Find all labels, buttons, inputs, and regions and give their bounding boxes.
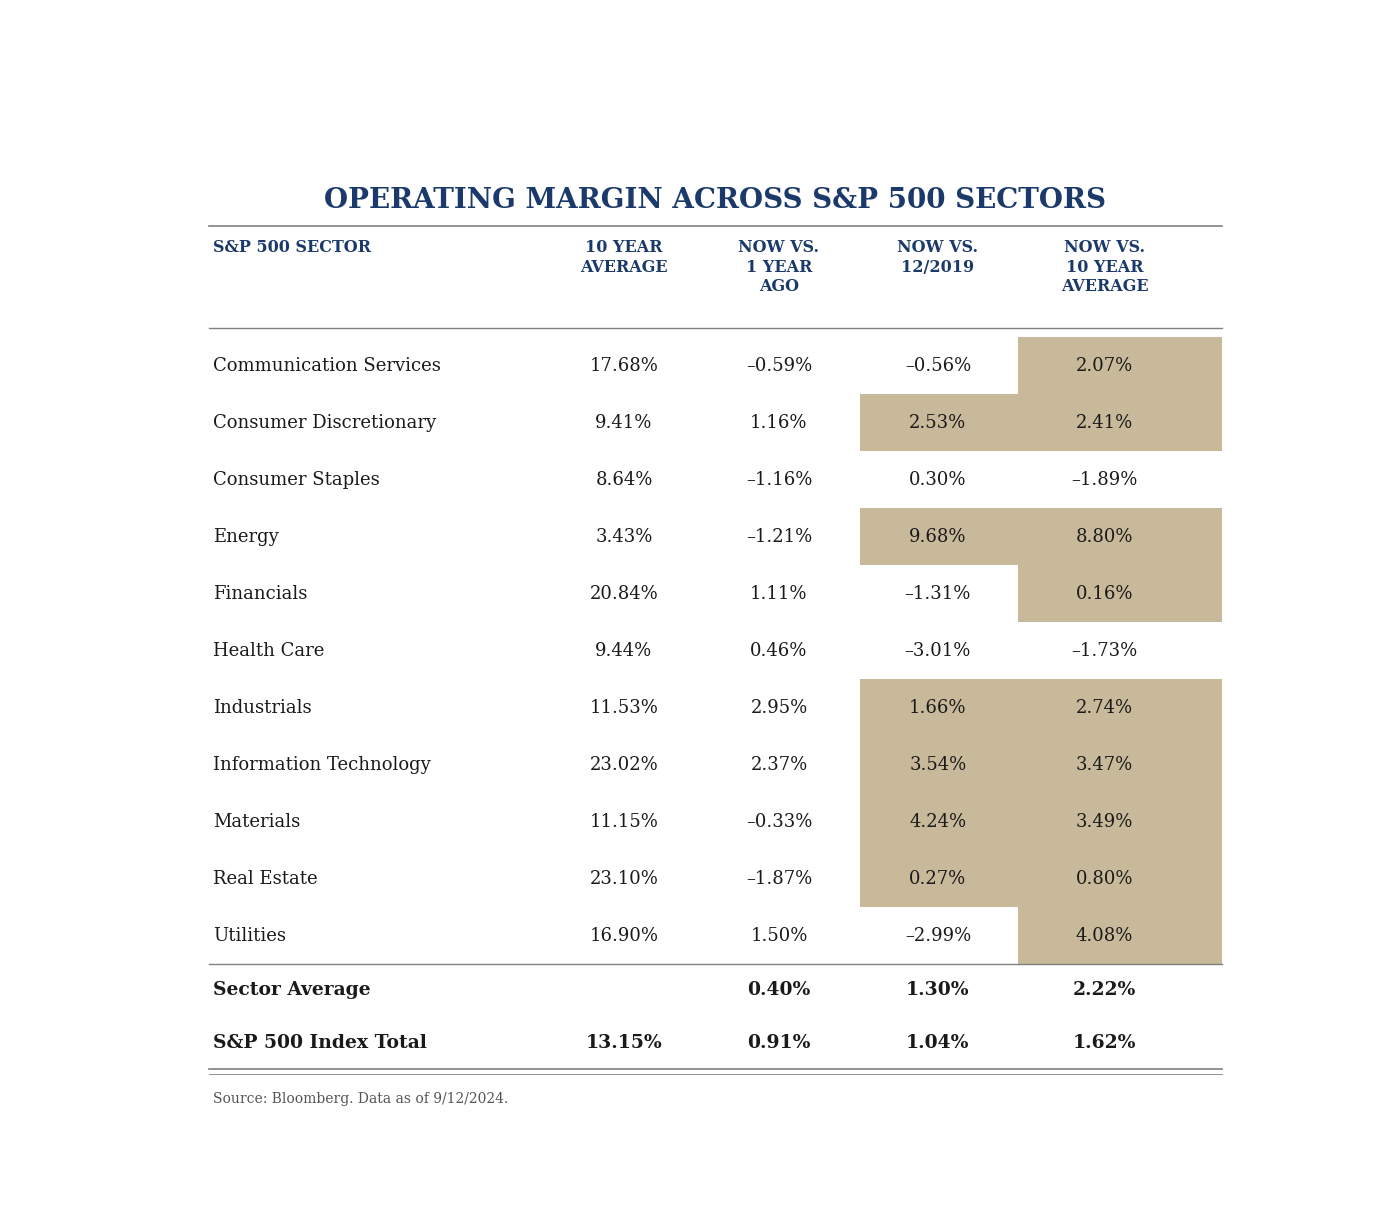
Text: Consumer Staples: Consumer Staples [214,471,380,489]
Text: 3.49%: 3.49% [1076,813,1134,831]
Text: 3.43%: 3.43% [595,528,653,546]
Text: Materials: Materials [214,813,300,831]
Text: 23.10%: 23.10% [589,870,659,888]
Text: Sector Average: Sector Average [214,981,371,999]
Text: –0.56%: –0.56% [905,356,972,374]
Text: –1.31%: –1.31% [905,585,972,603]
Text: 0.91%: 0.91% [747,1034,811,1052]
Text: NOW VS.
12/2019: NOW VS. 12/2019 [898,239,979,275]
Text: 10 YEAR
AVERAGE: 10 YEAR AVERAGE [581,239,667,275]
Text: 20.84%: 20.84% [589,585,659,603]
Text: 1.16%: 1.16% [750,414,808,432]
Text: 3.54%: 3.54% [909,756,966,774]
Bar [860,794,1018,850]
Text: 0.80%: 0.80% [1076,870,1134,888]
Text: Energy: Energy [214,528,279,546]
Text: –0.59%: –0.59% [745,356,812,374]
Text: 2.95%: 2.95% [751,699,808,716]
Text: Communication Services: Communication Services [214,356,441,374]
Text: 0.40%: 0.40% [747,981,811,999]
Text: 23.02%: 23.02% [589,756,659,774]
Bar [1018,907,1222,964]
Bar [860,679,1018,737]
Text: 1.62%: 1.62% [1072,1034,1136,1052]
Text: –0.33%: –0.33% [745,813,812,831]
Bar [1018,395,1222,452]
Bar [1018,337,1222,395]
Bar [1018,565,1222,622]
Text: 9.44%: 9.44% [595,641,652,660]
Text: Consumer Discretionary: Consumer Discretionary [214,414,437,432]
Text: 9.41%: 9.41% [595,414,653,432]
Text: 1.50%: 1.50% [750,927,808,945]
Text: 2.41%: 2.41% [1076,414,1134,432]
Text: 4.24%: 4.24% [909,813,966,831]
Text: Source: Bloomberg. Data as of 9/12/2024.: Source: Bloomberg. Data as of 9/12/2024. [214,1092,508,1107]
Text: 11.53%: 11.53% [589,699,659,716]
Text: 8.80%: 8.80% [1076,528,1134,546]
Text: 1.66%: 1.66% [909,699,966,716]
Text: 2.74%: 2.74% [1076,699,1134,716]
Text: 1.11%: 1.11% [750,585,808,603]
Text: Health Care: Health Care [214,641,325,660]
Text: 1.30%: 1.30% [906,981,970,999]
Text: 2.07%: 2.07% [1076,356,1134,374]
Text: S&P 500 SECTOR: S&P 500 SECTOR [214,239,371,256]
Bar [860,395,1018,452]
Bar [1018,679,1222,737]
Text: 13.15%: 13.15% [586,1034,662,1052]
Text: 16.90%: 16.90% [589,927,659,945]
Text: 0.27%: 0.27% [909,870,966,888]
Bar [1018,794,1222,850]
Text: 2.22%: 2.22% [1072,981,1136,999]
Text: S&P 500 Index Total: S&P 500 Index Total [214,1034,427,1052]
Text: 4.08%: 4.08% [1076,927,1134,945]
Text: 11.15%: 11.15% [589,813,659,831]
Text: 0.16%: 0.16% [1076,585,1134,603]
Bar [1018,850,1222,907]
Text: 9.68%: 9.68% [909,528,966,546]
Text: 2.37%: 2.37% [751,756,808,774]
Text: –1.73%: –1.73% [1071,641,1138,660]
Text: Information Technology: Information Technology [214,756,431,774]
Text: 0.30%: 0.30% [909,471,966,489]
Text: Industrials: Industrials [214,699,311,716]
Bar [860,850,1018,907]
Text: –1.21%: –1.21% [745,528,812,546]
Text: –3.01%: –3.01% [905,641,972,660]
Text: 8.64%: 8.64% [595,471,653,489]
Text: 17.68%: 17.68% [589,356,659,374]
Text: –2.99%: –2.99% [905,927,972,945]
Text: 0.46%: 0.46% [750,641,808,660]
Text: 3.47%: 3.47% [1076,756,1134,774]
Text: NOW VS.
10 YEAR
AVERAGE: NOW VS. 10 YEAR AVERAGE [1061,239,1149,295]
Bar [1018,737,1222,794]
Text: –1.16%: –1.16% [745,471,812,489]
Text: –1.89%: –1.89% [1071,471,1138,489]
Text: Real Estate: Real Estate [214,870,318,888]
Text: NOW VS.
1 YEAR
AGO: NOW VS. 1 YEAR AGO [738,239,819,295]
Text: 2.53%: 2.53% [909,414,966,432]
Text: –1.87%: –1.87% [745,870,812,888]
Text: Financials: Financials [214,585,307,603]
Bar [1018,509,1222,565]
Bar [860,509,1018,565]
Text: Utilities: Utilities [214,927,286,945]
Text: OPERATING MARGIN ACROSS S&P 500 SECTORS: OPERATING MARGIN ACROSS S&P 500 SECTORS [324,187,1107,214]
Bar [860,737,1018,794]
Text: 1.04%: 1.04% [906,1034,970,1052]
